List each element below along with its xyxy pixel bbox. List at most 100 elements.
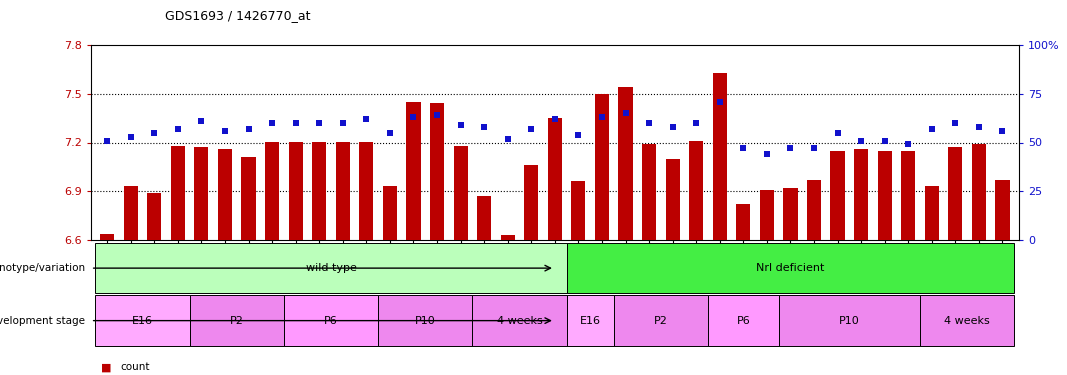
Bar: [265, 142, 280, 240]
Point: [287, 120, 304, 126]
Bar: [95, 243, 567, 293]
Point: [829, 130, 846, 136]
Bar: [241, 157, 256, 240]
Point: [452, 122, 469, 128]
Bar: [972, 144, 986, 240]
Point: [357, 116, 375, 122]
Point: [264, 120, 281, 126]
Text: 4 weeks: 4 weeks: [944, 316, 990, 326]
Point: [193, 118, 210, 124]
Bar: [567, 296, 614, 346]
Point: [217, 128, 234, 134]
Point: [735, 146, 752, 152]
Bar: [524, 165, 539, 240]
Bar: [147, 193, 161, 240]
Bar: [996, 180, 1009, 240]
Text: P10: P10: [415, 316, 435, 326]
Bar: [830, 151, 845, 240]
Bar: [124, 186, 138, 240]
Bar: [284, 296, 378, 346]
Point: [593, 114, 610, 120]
Bar: [95, 296, 190, 346]
Point: [98, 138, 115, 144]
Text: P6: P6: [324, 316, 338, 326]
Bar: [689, 141, 703, 240]
Point: [687, 120, 704, 126]
Text: GDS1693 / 1426770_at: GDS1693 / 1426770_at: [165, 9, 310, 22]
Point: [923, 126, 940, 132]
Text: ■: ■: [101, 363, 112, 372]
Bar: [171, 146, 185, 240]
Bar: [619, 87, 633, 240]
Bar: [567, 243, 1015, 293]
Bar: [878, 151, 892, 240]
Bar: [902, 151, 915, 240]
Bar: [949, 147, 962, 240]
Point: [334, 120, 351, 126]
Point: [640, 120, 657, 126]
Bar: [736, 204, 750, 240]
Point: [240, 126, 257, 132]
Text: development stage: development stage: [0, 316, 85, 326]
Bar: [407, 102, 420, 240]
Point: [876, 138, 893, 144]
Bar: [336, 142, 350, 240]
Text: 4 weeks: 4 weeks: [496, 316, 542, 326]
Bar: [713, 73, 727, 240]
Point: [806, 146, 823, 152]
Point: [476, 124, 493, 130]
Bar: [218, 149, 232, 240]
Bar: [378, 296, 473, 346]
Bar: [288, 142, 303, 240]
Point: [570, 132, 587, 138]
Bar: [430, 104, 444, 240]
Text: wild type: wild type: [305, 263, 356, 273]
Bar: [500, 235, 514, 240]
Bar: [920, 296, 1015, 346]
Bar: [854, 149, 869, 240]
Point: [664, 124, 681, 130]
Point: [782, 146, 799, 152]
Bar: [779, 296, 920, 346]
Bar: [595, 94, 609, 240]
Point: [170, 126, 187, 132]
Text: Nrl deficient: Nrl deficient: [757, 263, 825, 273]
Bar: [760, 190, 774, 240]
Point: [499, 136, 516, 142]
Text: P10: P10: [839, 316, 860, 326]
Bar: [571, 182, 586, 240]
Bar: [194, 147, 208, 240]
Point: [546, 116, 563, 122]
Point: [429, 112, 446, 118]
Text: P6: P6: [736, 316, 750, 326]
Bar: [807, 180, 822, 240]
Bar: [100, 234, 114, 240]
Point: [523, 126, 540, 132]
Bar: [190, 296, 284, 346]
Bar: [473, 296, 567, 346]
Bar: [783, 188, 797, 240]
Bar: [708, 296, 779, 346]
Point: [146, 130, 163, 136]
Bar: [925, 186, 939, 240]
Point: [712, 99, 729, 105]
Point: [970, 124, 987, 130]
Point: [381, 130, 398, 136]
Point: [994, 128, 1012, 134]
Bar: [642, 144, 656, 240]
Text: E16: E16: [579, 316, 601, 326]
Text: P2: P2: [229, 316, 243, 326]
Point: [123, 134, 140, 140]
Point: [853, 138, 870, 144]
Text: count: count: [121, 363, 150, 372]
Bar: [383, 186, 397, 240]
Point: [405, 114, 423, 120]
Point: [899, 141, 917, 147]
Point: [617, 110, 634, 116]
Bar: [313, 142, 327, 240]
Bar: [666, 159, 680, 240]
Text: P2: P2: [654, 316, 668, 326]
Point: [946, 120, 964, 126]
Text: E16: E16: [132, 316, 153, 326]
Bar: [614, 296, 708, 346]
